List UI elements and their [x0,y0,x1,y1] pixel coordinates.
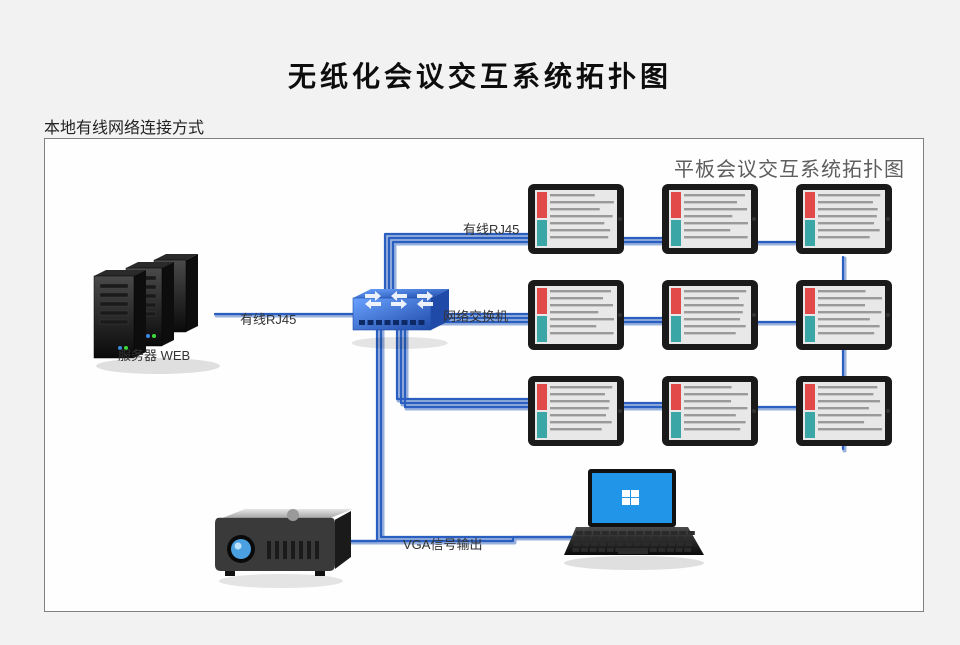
tablet-icon [796,280,892,350]
label-switch: 网络交换机 [443,306,508,325]
sub-title: 本地有线网络连接方式 [44,114,204,138]
tablet-icon [662,280,758,350]
page-root: 无纸化会议交互系统拓扑图 本地有线网络连接方式 平板会议交互系统拓扑图 服务器 … [0,0,960,645]
label-rj45-top: 有线RJ45 [463,219,519,238]
tablet-icon [528,280,624,350]
switch-icon [352,289,449,349]
tablet-icon [662,184,758,254]
main-title: 无纸化会议交互系统拓扑图 [0,55,960,95]
label-rj45-left: 有线RJ45 [240,309,296,328]
laptop-icon [564,469,704,570]
tablet-icon [662,376,758,446]
label-server: 服务器 WEB [118,345,190,364]
diagram-frame: 平板会议交互系统拓扑图 服务器 WEB 有线RJ45 有线RJ45 网络交换机 … [44,138,924,612]
tablet-icon [796,376,892,446]
tablet-icon [528,376,624,446]
topology-svg [45,139,923,611]
projector-icon [215,509,353,588]
tablet-icon [796,184,892,254]
tablet-icon [528,184,624,254]
label-vga: VGA信号输出 [403,534,482,553]
